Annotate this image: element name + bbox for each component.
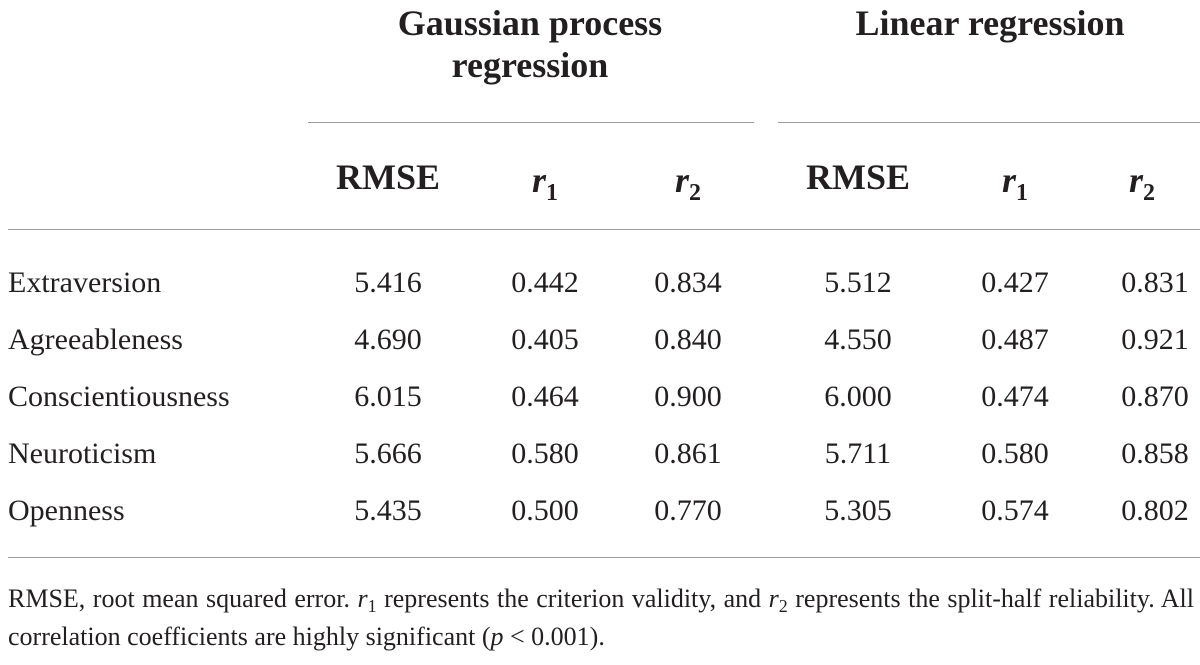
table-cell: 0.427	[981, 266, 1049, 299]
group-header-gaussian: Gaussian process regression	[310, 2, 750, 86]
table-cell: 5.305	[824, 494, 892, 527]
column-header-lr-r1: r1	[1001, 160, 1028, 206]
group-header-gaussian-line2: regression	[451, 45, 609, 85]
table-cell: 0.580	[981, 437, 1049, 470]
table-cell: 0.834	[654, 266, 722, 299]
table-cell: 0.870	[1121, 380, 1189, 413]
table-cell: 0.580	[511, 437, 579, 470]
table-cell: 0.861	[654, 437, 722, 470]
table-cell: 4.690	[354, 323, 422, 356]
table-cell: 4.550	[824, 323, 892, 356]
group-header-linear: Linear regression	[780, 2, 1200, 44]
table-cell: 5.512	[824, 266, 892, 299]
table-cell: 5.711	[824, 437, 892, 470]
group-rule-gaussian	[308, 122, 754, 123]
table-cell: 0.770	[654, 494, 722, 527]
table-cell: 0.464	[511, 380, 579, 413]
row-label-conscientiousness: Conscientiousness	[8, 380, 230, 413]
table-cell: 0.858	[1121, 437, 1189, 470]
group-header-gaussian-line1: Gaussian process	[397, 3, 663, 43]
column-header-gp-r2: r2	[674, 160, 701, 206]
table-cell: 0.802	[1121, 494, 1189, 527]
group-header-linear-line1: Linear regression	[855, 3, 1125, 43]
column-header-gp-r1: r1	[531, 160, 558, 206]
table-cell: 6.000	[824, 380, 892, 413]
table-cell: 0.900	[654, 380, 722, 413]
group-rule-linear	[778, 122, 1200, 123]
row-label-agreeableness: Agreeableness	[8, 323, 183, 356]
table-cell: 5.416	[354, 266, 422, 299]
table-bottom-rule	[8, 557, 1200, 558]
table-footnote: RMSE, root mean squared error. r1 repres…	[8, 584, 1194, 651]
column-header-lr-rmse: RMSE	[805, 157, 910, 197]
row-label-openness: Openness	[8, 494, 125, 527]
table-cell: 0.442	[511, 266, 579, 299]
header-rule	[8, 229, 1200, 230]
table-cell: 0.405	[511, 323, 579, 356]
table-cell: 5.435	[354, 494, 422, 527]
table-cell: 0.487	[981, 323, 1049, 356]
table-cell: 0.474	[981, 380, 1049, 413]
column-header-lr-r2: r2	[1128, 160, 1155, 206]
table-cell: 6.015	[354, 380, 422, 413]
table-cell: 0.831	[1121, 266, 1189, 299]
table-cell: 0.500	[511, 494, 579, 527]
table-cell: 0.921	[1121, 323, 1189, 356]
row-label-neuroticism: Neuroticism	[8, 437, 157, 470]
table-cell: 5.666	[354, 437, 422, 470]
column-header-gp-rmse: RMSE	[335, 157, 440, 197]
table-cell: 0.574	[981, 494, 1049, 527]
table-cell: 0.840	[654, 323, 722, 356]
row-label-extraversion: Extraversion	[8, 266, 162, 299]
